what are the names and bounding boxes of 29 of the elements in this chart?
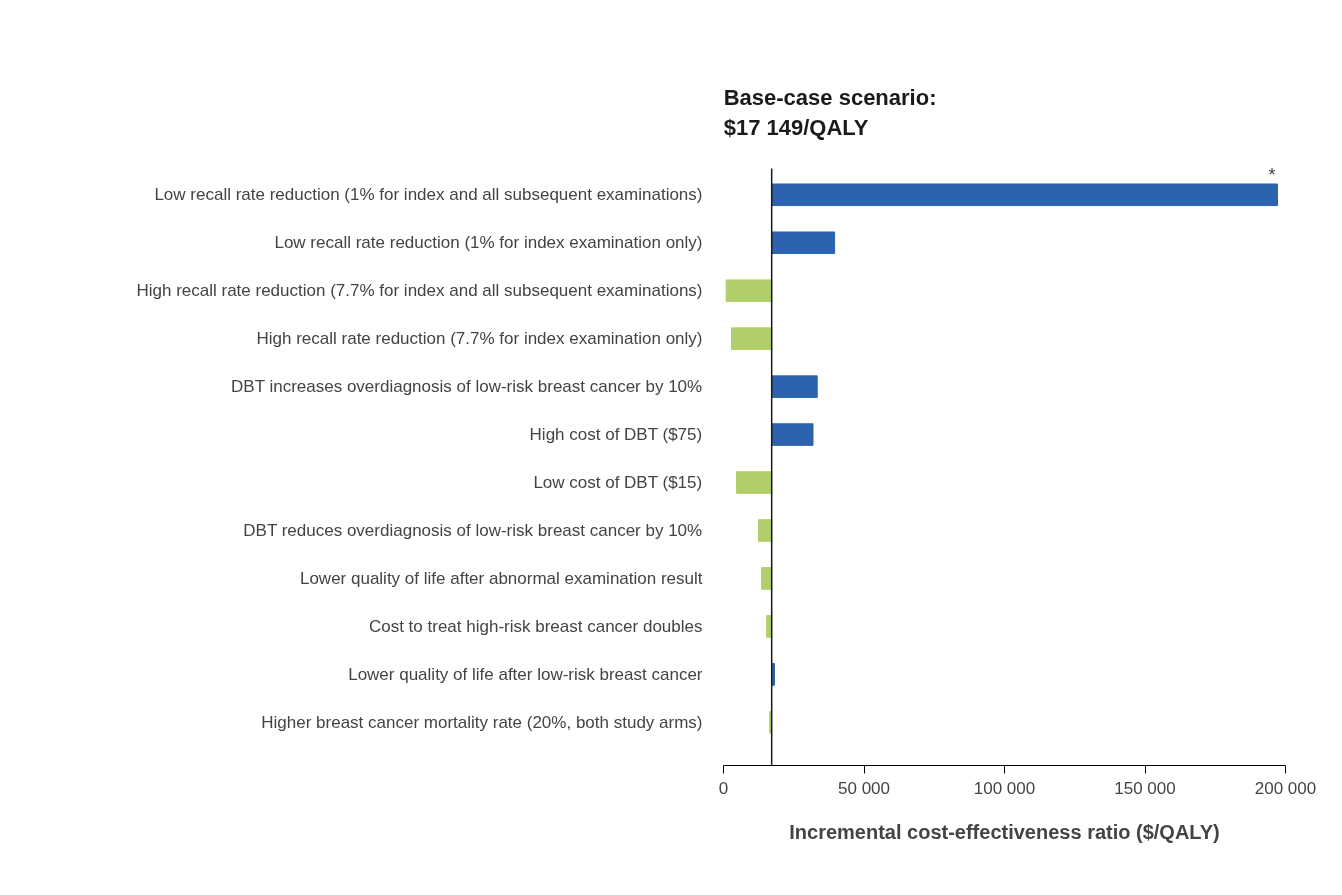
x-tick-label: 150 000	[1114, 778, 1176, 798]
bar	[771, 423, 814, 446]
y-tick-label: Higher breast cancer mortality rate (20%, both study arms)	[261, 712, 703, 732]
y-tick-label: Low recall rate reduction (1% for index examination only)	[274, 233, 703, 253]
bar	[761, 567, 773, 590]
bar	[771, 231, 836, 255]
bar	[725, 279, 773, 302]
bar	[736, 471, 773, 494]
y-tick-label: High recall rate reduction (7.7% for index examination only)	[256, 329, 703, 349]
ref-line-label: Base-case scenario: $17 149/QALY	[723, 84, 937, 140]
y-tick-label: High cost of DBT ($75)	[529, 425, 703, 445]
bar	[757, 519, 773, 542]
y-tick-label: Cost to treat high-risk breast cancer doubles	[368, 616, 703, 636]
y-tick-label: Lower quality of life after low-risk breast cancer	[348, 664, 703, 684]
y-tick-label: High recall rate reduction (7.7% for index and all subsequent examinations)	[136, 281, 703, 301]
x-tick-label: 0	[718, 778, 729, 798]
annotation: *	[1268, 164, 1276, 185]
y-tick-label: Low recall rate reduction (1% for index and all subsequent examinations)	[154, 185, 703, 205]
y-tick-label: DBT increases overdiagnosis of low-risk breast cancer by 10%	[231, 377, 703, 397]
y-tick-label: Lower quality of life after abnormal examination result	[299, 568, 703, 588]
x-tick-label: 50 000	[838, 778, 890, 798]
bar	[771, 375, 818, 398]
x-tick-label: 100 000	[973, 778, 1036, 798]
y-tick-label: DBT reduces overdiagnosis of low-risk breast cancer by 10%	[243, 521, 703, 540]
x-axis-title: Incremental cost-effectiveness ratio ($/QALY)	[789, 820, 1220, 843]
x-tick-label: 200 000	[1254, 778, 1317, 798]
y-tick-label: Low cost of DBT ($15)	[533, 473, 703, 493]
bar	[731, 327, 773, 350]
bar	[771, 183, 1278, 207]
